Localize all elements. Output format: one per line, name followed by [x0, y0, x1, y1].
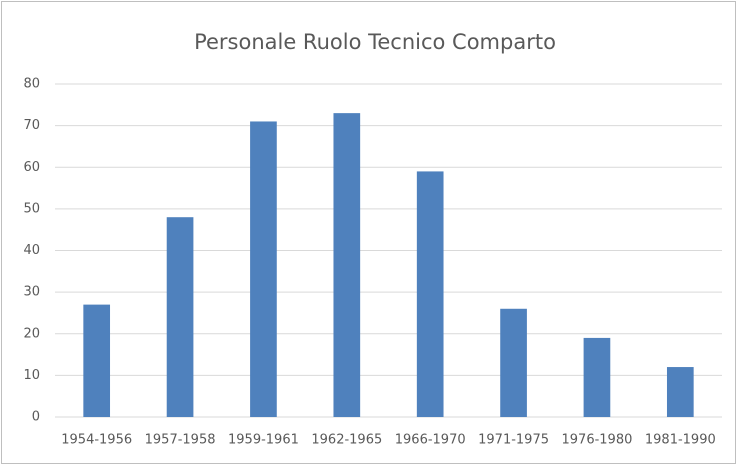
y-tick-label: 30: [23, 285, 40, 300]
y-tick-label: 10: [23, 368, 40, 383]
x-tick-label: 1981-1990: [645, 433, 716, 448]
chart-title: Personale Ruolo Tecnico Comparto: [194, 30, 556, 54]
bar: [416, 171, 444, 417]
y-tick-label: 80: [23, 77, 40, 92]
y-tick-label: 20: [23, 326, 40, 341]
bar: [583, 337, 611, 417]
y-tick-label: 70: [23, 118, 40, 133]
y-tick-label: 40: [23, 243, 40, 258]
y-tick-label: 0: [32, 410, 40, 425]
bar: [250, 121, 277, 418]
bar: [166, 217, 194, 417]
bar: [333, 113, 361, 417]
bar: [83, 304, 111, 417]
x-tick-label: 1966-1970: [395, 433, 466, 448]
x-tick-label: 1962-1965: [311, 433, 382, 448]
x-tick-label: 1971-1975: [478, 433, 549, 448]
y-tick-label: 50: [23, 201, 40, 216]
x-tick-label: 1976-1980: [562, 433, 633, 448]
y-tick-label: 60: [23, 160, 40, 175]
bar: [500, 308, 527, 417]
bar: [666, 367, 694, 417]
x-tick-label: 1957-1958: [145, 433, 216, 448]
x-tick-label: 1954-1956: [61, 433, 132, 448]
x-tick-label: 1959-1961: [228, 433, 299, 448]
